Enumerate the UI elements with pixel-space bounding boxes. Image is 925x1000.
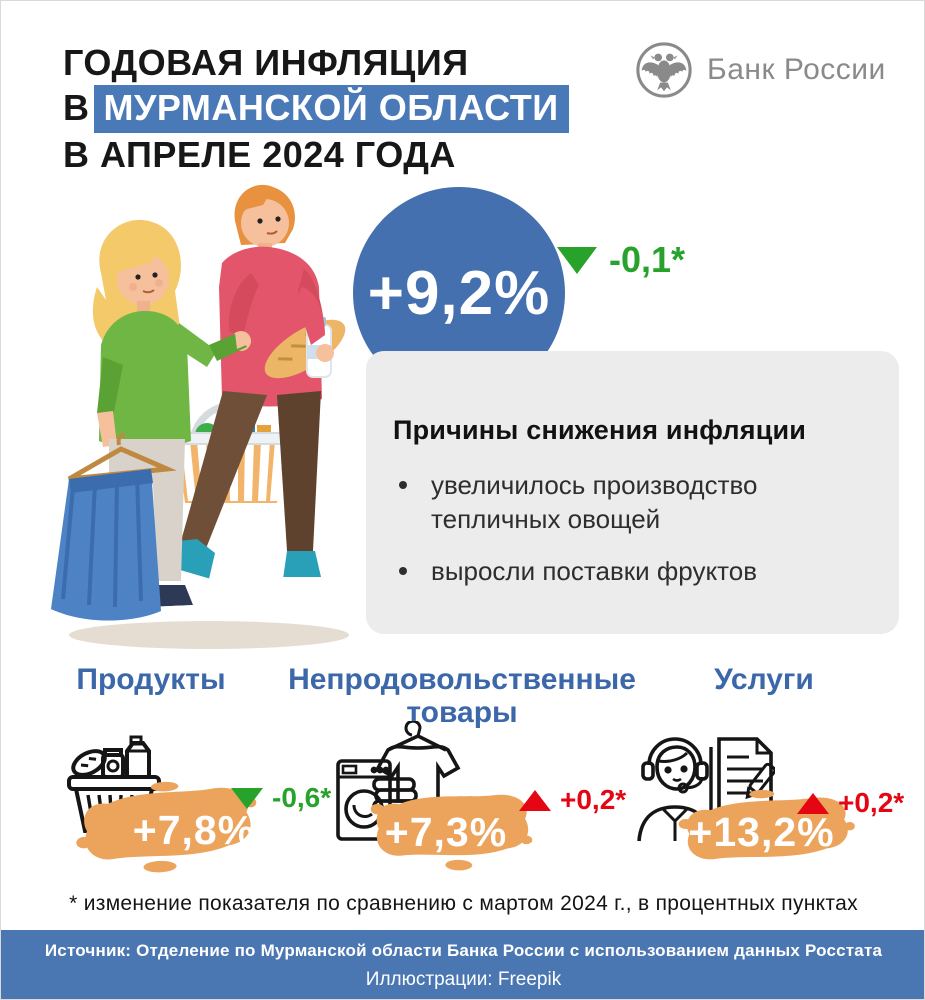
support-operator-icon (637, 737, 713, 842)
washing-machine-icon (336, 759, 392, 841)
headline-inflation-value: +9,2% (367, 258, 551, 328)
category-label-food: Продукты (76, 663, 226, 696)
food-value: +7,8% (132, 807, 256, 853)
region-highlight: МУРМАНСКОЙ ОБЛАСТИ (93, 85, 569, 133)
nonfood-change-indicator: +0,2* (519, 784, 626, 816)
category-label-services: Услуги (714, 663, 814, 696)
bank-logo-text: Банк России (707, 53, 886, 86)
nonfood-value: +7,3% (384, 809, 508, 855)
footnote: * изменение показателя по сравнению с ма… (69, 892, 858, 915)
reasons-title: Причины снижения инфляции (393, 415, 807, 445)
title-line-2: В МУРМАНСКОЙ ОБЛАСТИ (63, 85, 569, 133)
services-value: +13,2% (688, 809, 835, 855)
decrease-arrow-icon (231, 787, 263, 809)
shoppers-illustration (51, 184, 349, 649)
headline-change-indicator: -0,1* (557, 239, 685, 281)
title-line-3: В АПРЕЛЕ 2024 ГОДА (63, 134, 456, 175)
bank-of-russia-logo: Банк России (635, 41, 886, 99)
food-change-value: -0,6* (272, 782, 332, 813)
nonfood-change-value: +0,2* (560, 784, 627, 815)
woman-figure (51, 219, 251, 621)
headline-change-value: -0,1* (609, 239, 686, 280)
reason-item: увеличилось производство тепличных овоще… (393, 468, 863, 536)
services-change-value: +0,2* (838, 787, 905, 818)
reason-item: выросли поставки фруктов (393, 554, 863, 588)
page-title: ГОДОВАЯ ИНФЛЯЦИЯ В МУРМАНСКОЙ ОБЛАСТИ В А… (63, 41, 569, 177)
increase-arrow-icon (797, 792, 829, 814)
increase-arrow-icon (519, 789, 551, 811)
source-text: Источник: Отделение по Мурманской област… (44, 940, 883, 960)
footer-band: Источник: Отделение по Мурманской област… (1, 930, 924, 999)
title-line-1: ГОДОВАЯ ИНФЛЯЦИЯ (63, 42, 469, 83)
category-label-nonfood: Непродовольственные товары (288, 663, 636, 729)
food-change-indicator: -0,6* (231, 782, 331, 814)
man-figure (159, 184, 346, 589)
services-change-indicator: +0,2* (797, 787, 904, 819)
reasons-box: Причины снижения инфляции увеличилось пр… (366, 351, 899, 634)
reasons-list: увеличилось производство тепличных овоще… (393, 468, 869, 588)
credits-text: Иллюстрации: Freepik (365, 968, 562, 990)
decrease-arrow-icon (557, 246, 597, 274)
nonfood-value-highlight (366, 783, 536, 874)
bank-eagle-icon (636, 42, 692, 98)
